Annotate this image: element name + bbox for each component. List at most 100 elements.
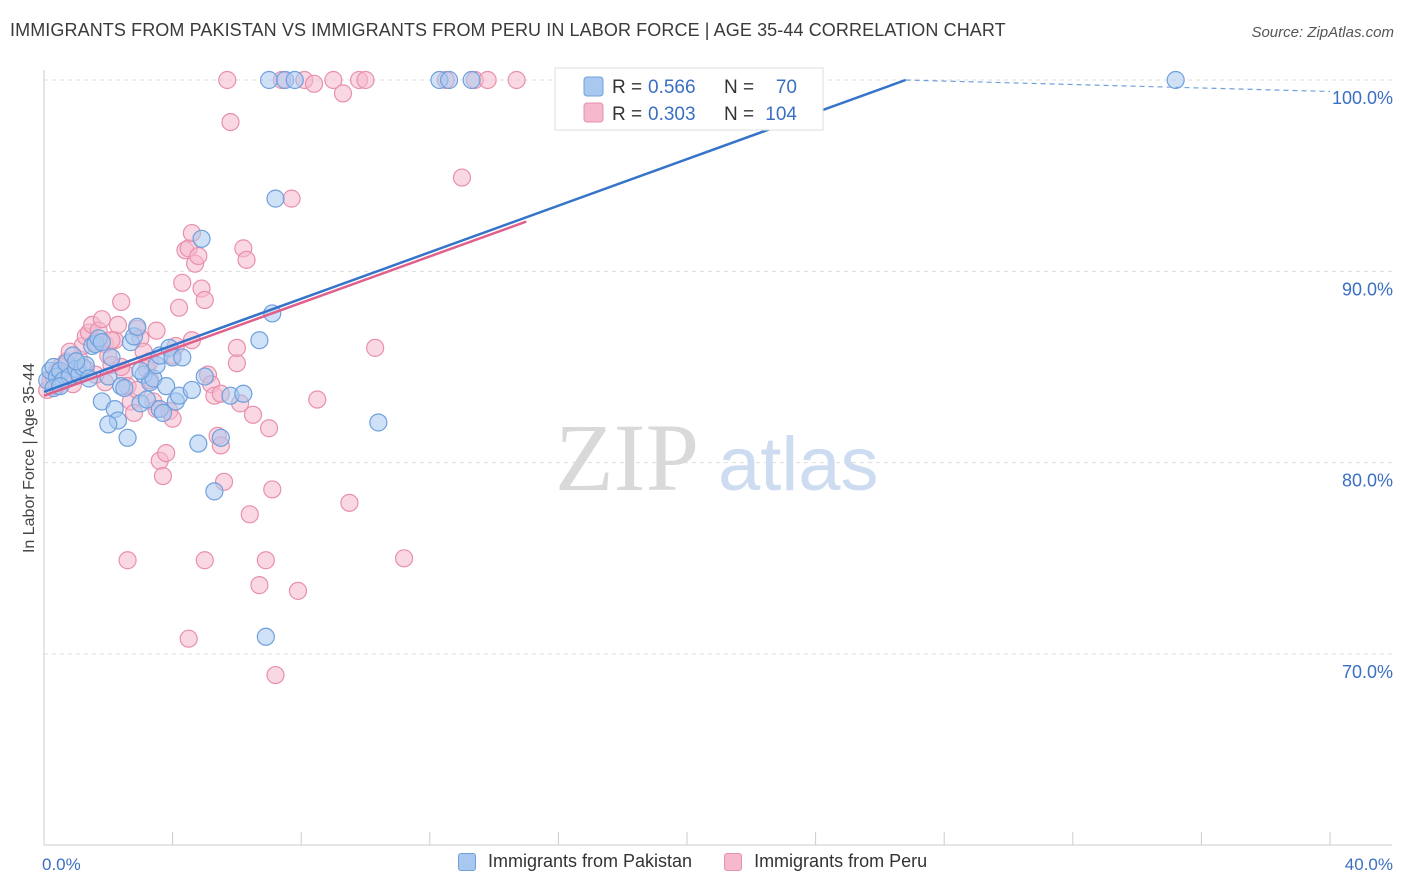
source-label: Source: ZipAtlas.com <box>1251 24 1394 41</box>
pakistan-point <box>131 361 150 380</box>
y-tick-labels: 70.0% 80.0% 90.0% 100.0% <box>1332 88 1393 682</box>
bottom-legend: Immigrants from Pakistan Immigrants from… <box>458 851 959 872</box>
axes <box>43 70 1392 846</box>
watermark: ZIP atlas <box>555 404 879 511</box>
peru-point <box>256 551 275 570</box>
legend-label-peru: Immigrants from Peru <box>754 851 928 871</box>
peru-point <box>266 665 285 685</box>
stats-swatch-pakistan <box>583 76 604 97</box>
peru-point <box>308 390 327 409</box>
peru-point <box>478 70 497 90</box>
peru-point <box>237 250 256 269</box>
peru-point <box>92 310 111 329</box>
peru-point <box>221 112 240 132</box>
peru-point <box>157 444 176 463</box>
pakistan-point <box>153 403 173 423</box>
peru-point <box>250 576 269 595</box>
peru-point <box>333 84 353 103</box>
x-ticks <box>43 832 1331 845</box>
stats-r-value-pakistan: 0.566 <box>648 77 696 98</box>
pakistan-point <box>205 482 224 501</box>
pakistan-point <box>92 333 111 352</box>
y-tick-label: 90.0% <box>1342 279 1393 299</box>
pakistan-point <box>285 70 304 90</box>
pakistan-point <box>462 70 481 90</box>
stats-n-label-pakistan: N = <box>724 77 754 98</box>
pakistan-point <box>182 380 201 400</box>
pakistan-point <box>128 317 147 336</box>
peru-point <box>118 551 137 570</box>
pakistan-point <box>195 367 214 386</box>
peru-point <box>259 419 279 438</box>
peru-point <box>108 315 128 335</box>
watermark-zip: ZIP <box>555 404 699 511</box>
trend-lines <box>43 78 1331 397</box>
pakistan-point <box>137 390 156 409</box>
peru-point <box>195 551 214 570</box>
pakistan-trend-extension <box>905 79 1331 93</box>
pakistan-point <box>189 434 208 453</box>
peru-point <box>507 70 526 90</box>
peru-point <box>324 70 343 90</box>
stats-r-label-pakistan: R = <box>612 77 642 98</box>
pakistan-point <box>192 229 211 248</box>
pakistan-points <box>38 70 1185 646</box>
peru-point <box>340 493 359 512</box>
peru-point <box>173 273 192 292</box>
peru-trend-line <box>43 220 527 397</box>
peru-point <box>147 321 166 340</box>
peru-point <box>304 74 324 93</box>
y-tick-label: 80.0% <box>1342 471 1393 491</box>
pakistan-point <box>157 377 176 396</box>
pakistan-point <box>439 70 459 90</box>
peru-point <box>112 292 131 312</box>
pakistan-point <box>67 352 86 371</box>
peru-point <box>243 405 263 424</box>
peru-point <box>153 466 173 486</box>
pakistan-point <box>1166 70 1185 90</box>
peru-point <box>179 629 198 648</box>
y-axis-title: In Labor Force | Age 35-44 <box>21 363 38 553</box>
peru-point <box>189 246 208 266</box>
stats-legend: R = 0.566 N = 70 R = 0.303 N = 104 <box>554 67 824 131</box>
legend-item-pakistan[interactable]: Immigrants from Pakistan <box>458 851 692 872</box>
stats-n-value-peru: 104 <box>765 104 797 125</box>
chart-title: IMMIGRANTS FROM PAKISTAN VS IMMIGRANTS F… <box>10 20 1006 40</box>
stats-n-value-pakistan: 70 <box>776 77 797 98</box>
x-tick-label-min: 0.0% <box>42 855 81 874</box>
peru-point <box>195 290 214 310</box>
stats-r-label-peru: R = <box>612 104 642 125</box>
peru-point <box>394 549 414 568</box>
pakistan-point <box>102 348 121 367</box>
pakistan-point <box>266 189 285 208</box>
pakistan-point <box>234 384 253 403</box>
pakistan-point <box>211 428 230 447</box>
pakistan-point <box>99 415 118 434</box>
watermark-atlas: atlas <box>718 422 879 507</box>
peru-point <box>227 338 246 357</box>
peru-point <box>227 354 246 373</box>
legend-label-pakistan: Immigrants from Pakistan <box>488 851 693 871</box>
peru-point <box>169 298 189 317</box>
peru-point <box>288 581 308 600</box>
stats-n-label-peru: N = <box>724 104 754 125</box>
pakistan-point <box>250 331 269 350</box>
peru-point <box>282 189 301 208</box>
gridlines <box>44 79 1392 655</box>
pakistan-point <box>115 378 134 398</box>
legend-swatch-peru <box>724 852 743 871</box>
y-tick-label: 100.0% <box>1332 88 1393 108</box>
pakistan-point <box>369 413 388 432</box>
legend-item-peru[interactable]: Immigrants from Peru <box>724 851 927 872</box>
y-tick-label: 70.0% <box>1342 662 1393 682</box>
legend-swatch-pakistan <box>458 852 476 871</box>
x-tick-label-max: 40.0% <box>1345 855 1393 874</box>
stats-r-value-peru: 0.303 <box>648 104 696 125</box>
pakistan-point <box>256 627 275 646</box>
pakistan-point <box>118 428 137 447</box>
peru-point <box>263 480 282 499</box>
pakistan-point <box>173 348 192 367</box>
peru-point <box>366 338 385 357</box>
pakistan-trend-line <box>43 78 907 394</box>
